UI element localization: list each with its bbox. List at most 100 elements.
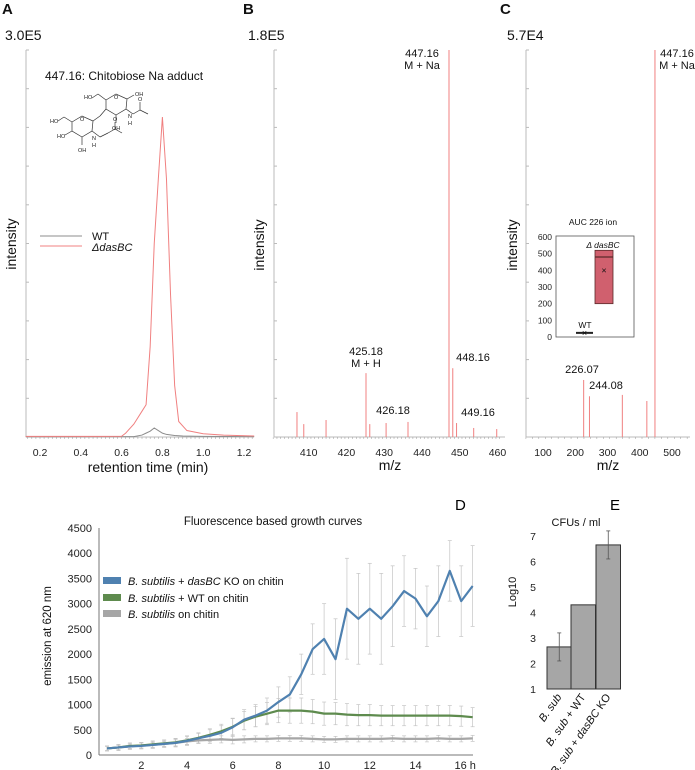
panel-d-legend: B. subtilis + dasBC KO on chitin B. subt…: [103, 576, 284, 621]
inset-label-wt: WT: [578, 320, 591, 330]
panel-label-c: C: [500, 1, 511, 18]
panel-d-y-tick-label: 0: [86, 750, 92, 762]
panel-label-b: B: [243, 1, 254, 18]
atom-label: H: [128, 121, 132, 127]
panel-label-a: A: [2, 1, 13, 18]
panel-a-x-tick-label: 0.2: [33, 447, 48, 459]
panel-b-x-tick-label: 420: [338, 447, 356, 459]
panel-e-y-tick-label: 5: [530, 582, 536, 594]
panel-d-y-tick-label: 500: [74, 725, 92, 737]
panel-b-x-tick-label: 450: [451, 447, 469, 459]
legend-label-wt-chitin: B. subtilis + WT on chitin: [128, 593, 249, 605]
panel-d-x-tick-label: 10: [318, 760, 330, 770]
panel-a-x-tick-label: 1.0: [196, 447, 211, 459]
panel-a-x-tick-label: 1.2: [237, 447, 252, 459]
atom-label: HO: [84, 95, 93, 101]
panel-d-title: Fluorescence based growth curves: [184, 516, 363, 528]
panel-c-peak-label: 447.16: [660, 48, 694, 60]
inset-title: AUC 226 ion: [569, 217, 617, 227]
panel-b-ylabel: intensity: [251, 219, 267, 270]
legend-label-bsub-chitin: B. subtilis on chitin: [128, 609, 219, 621]
panel-c-x-tick-label: 400: [631, 447, 649, 459]
atom-label: O: [114, 95, 119, 101]
panel-e-category-labels: B. sub B. sub + WT B. sub + dasBC KO: [537, 691, 614, 770]
panel-c-x-tick-label: 300: [599, 447, 617, 459]
panel-b-scale-label: 1.8E5: [248, 27, 285, 43]
panel-b-peak-label: 425.18: [349, 346, 383, 358]
panel-c-peak-label: 244.08: [589, 380, 623, 392]
panel-a-title: 447.16: Chitobiose Na adduct: [45, 69, 204, 83]
inset-mean-marker-wt: ×: [582, 328, 587, 338]
panel-a-x-tick-label: 0.8: [155, 447, 170, 459]
panel-e-y-tick-label: 4: [530, 608, 536, 620]
panel-e-title: CFUs / ml: [552, 517, 601, 529]
panel-c-x-tick-label: 500: [663, 447, 681, 459]
panel-b-x-tick-label: 430: [375, 447, 393, 459]
chitobiose-structure-atom-labels: HO OH O HO O HO OH N H O OH N H O: [50, 92, 143, 154]
atom-label: H: [92, 143, 96, 149]
panel-a-series-dasbc: [25, 117, 255, 437]
panel-e-y-tick-label: 3: [530, 633, 536, 645]
panel-a-x-tick-label: 0.4: [73, 447, 88, 459]
panel-a-ylabel: intensity: [3, 218, 19, 269]
panel-c-scale-label: 5.7E4: [507, 27, 544, 43]
panel-c-peak-annotation: M + Na: [659, 60, 695, 72]
inset-y-tick-label: 0: [547, 332, 552, 342]
panel-b-peak-label: 447.16: [405, 48, 439, 60]
atom-label: O: [80, 117, 85, 123]
panel-a-xlabel: retention time (min): [88, 459, 209, 475]
panel-c-x-tick-label: 200: [566, 447, 584, 459]
inset-label-dasbc: Δ dasBC: [585, 240, 620, 250]
panel-e-bar: [595, 544, 621, 690]
panel-a-x-tick-label: 0.6: [114, 447, 129, 459]
atom-label: OH: [135, 92, 143, 98]
panel-e-y-tick-label: 2: [530, 659, 536, 671]
legend-swatch-dasbc-ko: [103, 577, 121, 584]
panel-d-x-tick-label: 6: [230, 760, 236, 770]
atom-label: N: [128, 114, 132, 120]
inset-mean-marker-dasbc: ×: [601, 265, 606, 275]
inset-y-tick-label: 500: [538, 249, 552, 259]
inset-y-tick-label: 200: [538, 299, 552, 309]
panel-d-x-tick-label: 4: [184, 760, 190, 770]
panel-a-series-wt: [25, 427, 255, 438]
inset-box-dasbc: [594, 249, 614, 305]
panel-d-x-tick-label: 12: [364, 760, 376, 770]
inset-y-tick-label: 400: [538, 265, 552, 275]
atom-label: O: [138, 97, 143, 103]
panel-d-y-tick-label: 3500: [68, 573, 92, 585]
panel-b-peak-annotation: M + Na: [404, 60, 441, 72]
atom-label: OH: [78, 148, 86, 154]
panel-a-scale-label: 3.0E5: [5, 27, 42, 43]
panel-e-y-tick-label: 6: [530, 557, 536, 569]
inset-y-tick-label: 300: [538, 282, 552, 292]
panel-d-y-tick-label: 1500: [68, 674, 92, 686]
panel-d-x-tick-label: 2: [138, 760, 144, 770]
atom-label: N: [92, 136, 96, 142]
panel-b-peak-annotation: M + H: [351, 358, 381, 370]
chitobiose-structure-image: [57, 93, 149, 145]
panel-d-ylabel: emission at 620 nm: [42, 586, 54, 686]
panel-label-e: E: [610, 497, 620, 514]
inset-y-tick-label: 100: [538, 315, 552, 325]
panel-b-x-tick-label: 410: [300, 447, 318, 459]
panel-b-x-tick-label: 460: [489, 447, 507, 459]
inset-y-tick-label: 600: [538, 232, 552, 242]
panel-e-bar: [570, 604, 596, 690]
panel-e-y-tick-label: 1: [530, 684, 536, 696]
panel-b-peak-label: 448.16: [456, 352, 490, 364]
legend-label-dasbc: ΔdasBC: [91, 242, 132, 254]
atom-label: O: [113, 117, 118, 123]
panel-d-y-tick-label: 3000: [68, 599, 92, 611]
panel-d-series-dasbc-ko: [106, 569, 474, 750]
legend-swatch-bsub: [103, 610, 121, 617]
panel-label-d: D: [455, 497, 466, 514]
panel-d-x-tick-label: 16 h: [454, 760, 475, 770]
atom-label: OH: [112, 126, 120, 132]
panel-d-x-tick-label: 8: [275, 760, 281, 770]
panel-d-y-tick-label: 2000: [68, 649, 92, 661]
panel-e-y-tick-label: 7: [530, 531, 536, 543]
legend-swatch-wt: [103, 594, 121, 601]
legend-label-dasbc-ko: B. subtilis + dasBC KO on chitin: [128, 576, 284, 588]
panel-b-peak-label: 449.16: [461, 407, 495, 419]
